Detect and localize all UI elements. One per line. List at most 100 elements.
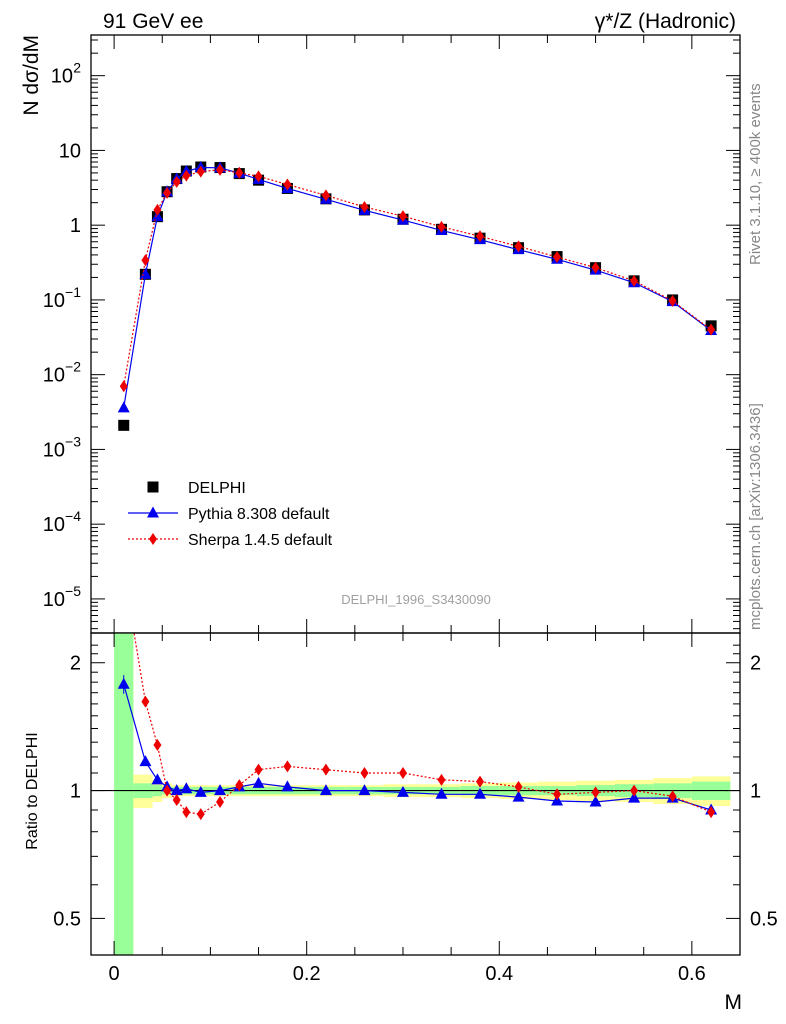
sherpa-point — [630, 274, 639, 287]
pythia-ratio-point — [170, 784, 183, 796]
pythia-ratio-point — [252, 776, 265, 788]
pythia-ratio-point — [319, 784, 332, 796]
analysis-label: DELPHI_1996_S3430090 — [341, 592, 491, 607]
y-axis-label: N dσ/dM — [20, 35, 43, 116]
mcplots-label: mcplots.cern.ch [arXiv:1306.3436] — [747, 403, 764, 630]
pythia-line — [123, 166, 712, 408]
sherpa-ratio-point — [553, 788, 562, 801]
pythia-ratio-line — [123, 684, 712, 811]
sherpa-line — [123, 169, 712, 387]
ratio-y-tick-label-right: 2 — [750, 653, 761, 675]
sherpa-point — [360, 201, 369, 214]
pythia-ratio-point — [139, 755, 152, 767]
y-tick-label: 10 — [43, 365, 65, 387]
sherpa-point — [235, 166, 244, 179]
sherpa-ratio-point — [163, 784, 172, 797]
x-tick-label: 0.6 — [678, 963, 706, 985]
sherpa-point — [553, 251, 562, 264]
sherpa-ratio-point — [707, 806, 716, 819]
pythia-point — [139, 267, 152, 279]
legend-pythia-marker — [147, 506, 159, 518]
sherpa-ratio-point — [283, 760, 292, 773]
sherpa-ratio-point — [254, 763, 263, 776]
sherpa-ratio-point — [514, 780, 523, 793]
y-tick-exponent: −4 — [65, 508, 81, 524]
title-left: 91 GeV ee — [103, 10, 203, 33]
pythia-ratio-point — [214, 784, 227, 796]
legend-sherpa-label: Sherpa 1.4.5 default — [188, 532, 333, 549]
sherpa-point — [172, 175, 181, 188]
x-axis-label: M — [725, 991, 743, 1014]
y-tick-exponent: 2 — [73, 60, 81, 76]
sherpa-point — [398, 210, 407, 223]
pythia-ratio-point — [435, 787, 448, 799]
sherpa-ratio-point — [216, 795, 225, 808]
title-right: γ*/Z (Hadronic) — [595, 10, 736, 33]
sherpa-ratio-point — [630, 784, 639, 797]
x-tick-label: 0.4 — [485, 963, 513, 985]
sherpa-point — [321, 189, 330, 202]
pythia-ratio-point — [151, 773, 164, 785]
x-tick-label: 0.2 — [293, 963, 321, 985]
pythia-ratio-point — [589, 795, 602, 807]
y-tick-exponent: −3 — [65, 433, 81, 449]
sherpa-ratio-point — [141, 695, 150, 708]
sherpa-point — [163, 186, 172, 199]
pythia-ratio-point — [396, 785, 409, 797]
sherpa-point — [437, 220, 446, 233]
sherpa-ratio-point — [591, 786, 600, 799]
pythia-ratio-point — [474, 787, 487, 799]
sherpa-ratio-point — [360, 766, 369, 779]
sherpa-point — [591, 261, 600, 274]
sherpa-point — [283, 178, 292, 191]
sherpa-ratio-line — [133, 633, 712, 815]
pythia-ratio-point — [358, 784, 371, 796]
y-tick-exponent: −2 — [65, 359, 81, 375]
sherpa-point — [707, 323, 716, 336]
ratio-plot-panel: 0.5 0.5 1 1 2 2 0 0.2 0.4 0.6 Ratio to DELPHI M — [24, 632, 778, 1014]
legend-delphi-label: DELPHI — [188, 480, 246, 497]
pythia-point — [117, 401, 130, 413]
sherpa-ratio-point — [153, 739, 162, 752]
ratio-y-tick-label: 1 — [70, 781, 81, 803]
ratio-series-group — [117, 633, 718, 821]
legend-pythia-label: Pythia 8.308 default — [188, 506, 330, 523]
ratio-y-tick-label-right: 1 — [750, 781, 761, 803]
x-tick-label: 0 — [109, 963, 120, 985]
sherpa-point — [182, 169, 191, 182]
sherpa-point — [216, 163, 225, 176]
uncertainty-band-green — [114, 633, 134, 955]
y-tick-label: 10 — [43, 589, 65, 611]
legend-delphi-marker — [147, 481, 159, 493]
delphi-point — [118, 419, 130, 431]
pythia-ratio-point — [628, 791, 641, 803]
sherpa-point — [119, 380, 128, 393]
ratio-y-tick-label: 0.5 — [53, 908, 81, 930]
ratio-plot-frame — [90, 632, 741, 956]
legend: DELPHI Pythia 8.308 default Sherpa 1.4.5 d… — [128, 480, 333, 549]
pythia-ratio-point — [180, 782, 193, 794]
pythia-ratio-point — [512, 790, 525, 802]
y-tick-label: 10 — [43, 439, 65, 461]
y-tick-label: 10 — [51, 66, 73, 88]
sherpa-ratio-point — [196, 808, 205, 821]
sherpa-ratio-point — [437, 773, 446, 786]
y-tick-label: 10 — [43, 290, 65, 312]
pythia-ratio-point — [194, 785, 207, 797]
legend-sherpa-marker — [149, 533, 157, 545]
y-tick-label: 10 — [43, 514, 65, 536]
sherpa-point — [196, 165, 205, 178]
y-tick-label: 10 — [59, 140, 81, 162]
pythia-ratio-point — [117, 677, 130, 689]
y-tick-exponent: −1 — [65, 284, 81, 300]
ratio-y-tick-label: 2 — [70, 653, 81, 675]
sherpa-ratio-point — [321, 763, 330, 776]
sherpa-point — [514, 240, 523, 253]
sherpa-ratio-point — [668, 790, 677, 803]
ratio-y-axis-label: Ratio to DELPHI — [24, 732, 41, 849]
ratio-y-tick-label-right: 0.5 — [750, 908, 778, 930]
sherpa-point — [476, 230, 485, 243]
y-tick-label: 1 — [70, 215, 81, 237]
